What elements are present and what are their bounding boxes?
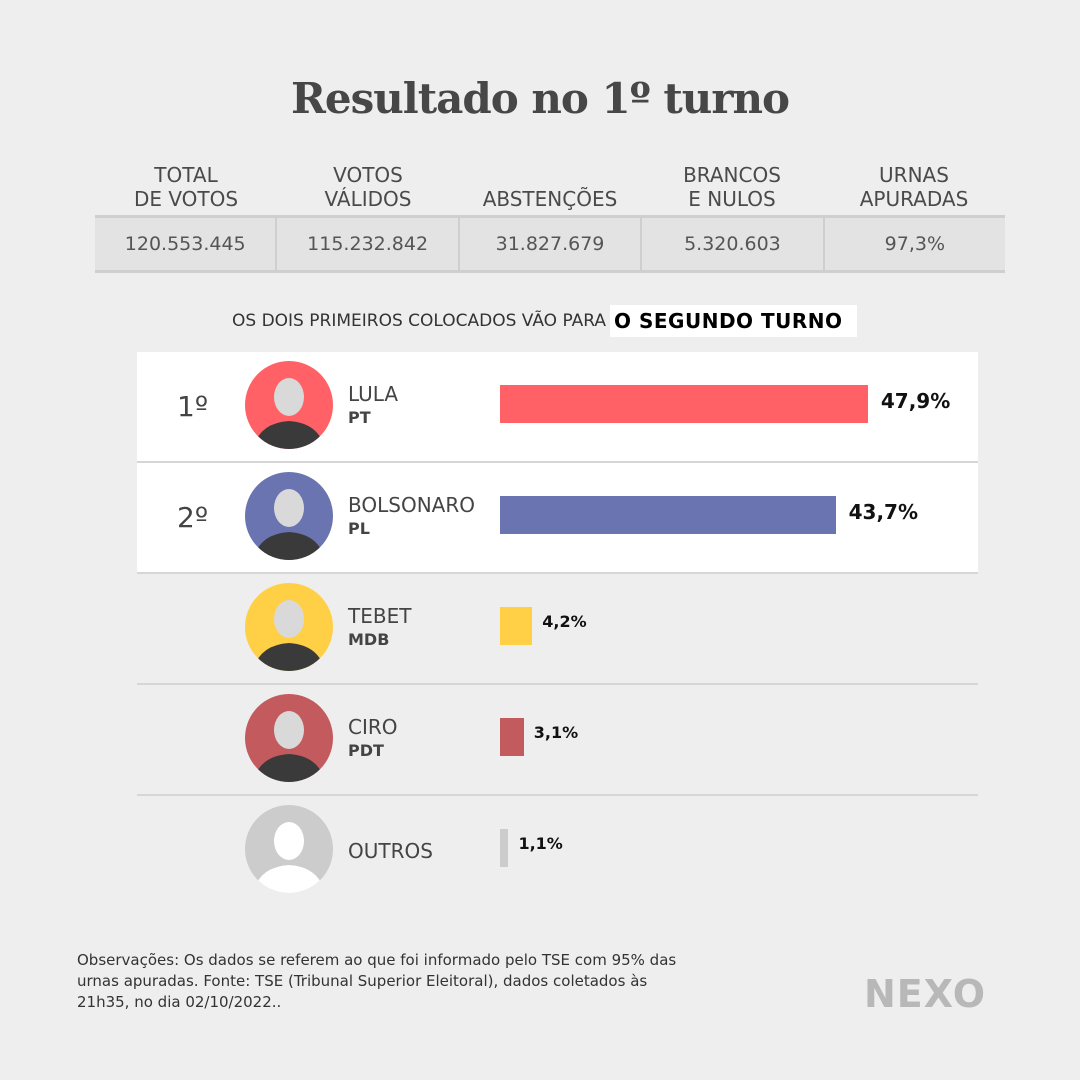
candidate-photo (245, 694, 333, 782)
bar-tebet (500, 607, 533, 645)
stats-value: 5.320.603 (640, 218, 822, 270)
page-title: Resultado no 1º turno (290, 74, 790, 123)
bar-value-label: 3,1% (533, 723, 579, 742)
stats-value: 97,3% (822, 218, 1005, 270)
footnote: Observações: Os dados se referem ao que … (77, 951, 677, 1011)
candidate-party: PT (348, 408, 371, 427)
candidate-name: CIRO (348, 715, 398, 739)
person-silhouette-icon (253, 600, 325, 671)
candidate-photo (245, 805, 333, 893)
candidate-photo (245, 361, 333, 449)
candidate-name: LULA (348, 382, 399, 406)
stats-header: VOTOS VÁLIDOS (324, 163, 412, 211)
rank-label: 1º (177, 390, 209, 423)
candidate-row: TEBET MDB 4,2% (137, 574, 978, 685)
candidate-photo (245, 583, 333, 671)
candidate-party: PDT (348, 741, 384, 760)
candidate-row: 1º LULA PT 47,9% (137, 352, 978, 463)
candidate-row: CIRO PDT 3,1% (137, 685, 978, 796)
subtitle-text: OS DOIS PRIMEIROS COLOCADOS VÃO PARA (232, 311, 607, 331)
candidate-name: BOLSONARO (348, 493, 475, 517)
stats-header: URNAS APURADAS (859, 163, 969, 211)
stats-header-row: TOTAL DE VOTOS VOTOS VÁLIDOS ABSTENÇÕES … (95, 160, 1005, 215)
bar-value-label: 47,9% (880, 389, 951, 413)
bar-value-label: 4,2% (542, 612, 587, 631)
person-silhouette-icon (253, 489, 325, 560)
candidate-bar-chart: 1º LULA PT 47,9% 2º BOLSONARO PL 43,7% TE… (137, 352, 978, 907)
person-silhouette-icon (253, 378, 325, 449)
bar-lula (500, 385, 868, 423)
candidate-party: MDB (348, 630, 390, 649)
nexo-logo: NEXO (864, 972, 987, 1016)
candidate-row: OUTROS 1,1% (137, 796, 978, 907)
bar-ciro (500, 718, 524, 756)
candidate-party: PL (348, 519, 370, 538)
subtitle: OS DOIS PRIMEIROS COLOCADOS VÃO PARA O S… (232, 305, 857, 337)
candidate-row: 2º BOLSONARO PL 43,7% (137, 463, 978, 574)
candidate-name: OUTROS (348, 839, 433, 863)
bar-bolsonaro (500, 496, 836, 534)
bar-outros (500, 829, 509, 867)
stats-header: TOTAL DE VOTOS (133, 163, 239, 211)
rank-label: 2º (177, 501, 209, 534)
person-silhouette-icon (253, 822, 325, 893)
person-silhouette-icon (253, 711, 325, 782)
stats-value: 115.232.842 (275, 218, 457, 270)
stats-value: 31.827.679 (457, 218, 640, 270)
stats-header: BRANCOS E NULOS (683, 163, 781, 211)
subtitle-highlight: O SEGUNDO TURNO (610, 305, 857, 337)
bar-value-label: 43,7% (848, 500, 918, 524)
bar-value-label: 1,1% (518, 834, 563, 853)
stats-value-row: 120.553.445 115.232.842 31.827.679 5.320… (95, 215, 1005, 273)
stats-header: ABSTENÇÕES (482, 187, 618, 211)
stats-table: TOTAL DE VOTOS VOTOS VÁLIDOS ABSTENÇÕES … (95, 160, 1005, 273)
candidate-name: TEBET (348, 604, 412, 628)
candidate-photo (245, 472, 333, 560)
stats-value: 120.553.445 (124, 233, 246, 255)
